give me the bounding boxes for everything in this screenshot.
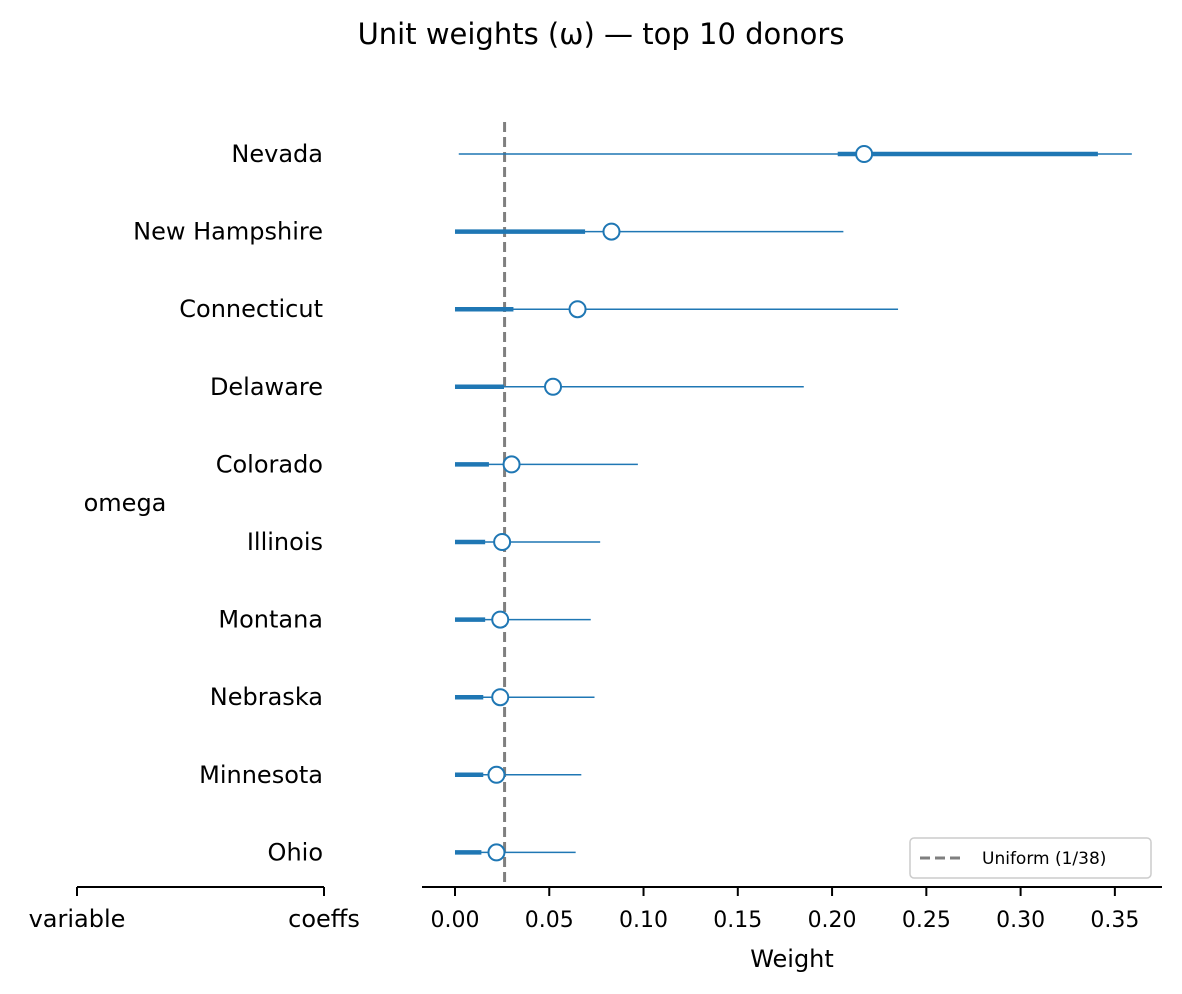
legend-frame bbox=[909, 837, 1152, 879]
mean-point-illinois bbox=[493, 533, 512, 551]
row-labels: Nevada New Hampshire Connecticut Delaware Co… bbox=[133, 140, 323, 866]
mean-point-new-hampshire bbox=[602, 222, 621, 241]
mean-point-montana bbox=[491, 610, 510, 629]
x-tick-label-2: 0.10 bbox=[619, 908, 668, 933]
x-tick-label-5: 0.25 bbox=[902, 908, 951, 933]
x-tick-label-0: 0.00 bbox=[431, 908, 480, 933]
x-tick-label-6: 0.30 bbox=[996, 908, 1045, 933]
chart-title: Unit weights (ω) — top 10 donors bbox=[358, 17, 845, 51]
row-label-new-hampshire: New Hampshire bbox=[133, 218, 323, 246]
x-axis-title: Weight bbox=[750, 945, 834, 973]
row-label-minnesota: Minnesota bbox=[199, 761, 323, 789]
x-tick-label-3: 0.15 bbox=[713, 908, 762, 933]
mean-point-nevada bbox=[855, 145, 874, 163]
left-axis-label-coeffs: coeffs bbox=[288, 905, 360, 933]
mean-point-minnesota bbox=[487, 765, 506, 784]
legend-label-uniform: Uniform (1/38) bbox=[982, 849, 1106, 869]
group-label: omega bbox=[84, 489, 167, 517]
left-axis-label-variable: variable bbox=[29, 905, 126, 933]
forest-marks bbox=[454, 145, 1132, 862]
row-label-nevada: Nevada bbox=[231, 140, 323, 168]
x-tick-label-4: 0.20 bbox=[808, 908, 857, 933]
mean-point-connecticut bbox=[568, 300, 587, 319]
row-label-illinois: Illinois bbox=[247, 528, 323, 556]
row-label-montana: Montana bbox=[218, 606, 323, 634]
mean-point-delaware bbox=[544, 377, 563, 396]
legend: Uniform (1/38) bbox=[909, 837, 1152, 879]
row-label-delaware: Delaware bbox=[210, 373, 323, 401]
row-label-colorado: Colorado bbox=[216, 450, 323, 478]
mean-point-colorado bbox=[502, 455, 521, 474]
x-tick-label-1: 0.05 bbox=[525, 908, 574, 933]
mean-point-ohio bbox=[487, 843, 506, 862]
row-label-connecticut: Connecticut bbox=[179, 295, 323, 323]
x-axis: 0.00 0.05 0.10 0.15 0.20 0.25 0.30 0.35 bbox=[422, 886, 1162, 933]
row-label-nebraska: Nebraska bbox=[210, 683, 323, 711]
x-tick-label-7: 0.35 bbox=[1090, 908, 1139, 933]
row-label-ohio: Ohio bbox=[268, 838, 323, 866]
mean-point-nebraska bbox=[491, 688, 510, 707]
left-axis: variable coeffs bbox=[29, 886, 360, 933]
